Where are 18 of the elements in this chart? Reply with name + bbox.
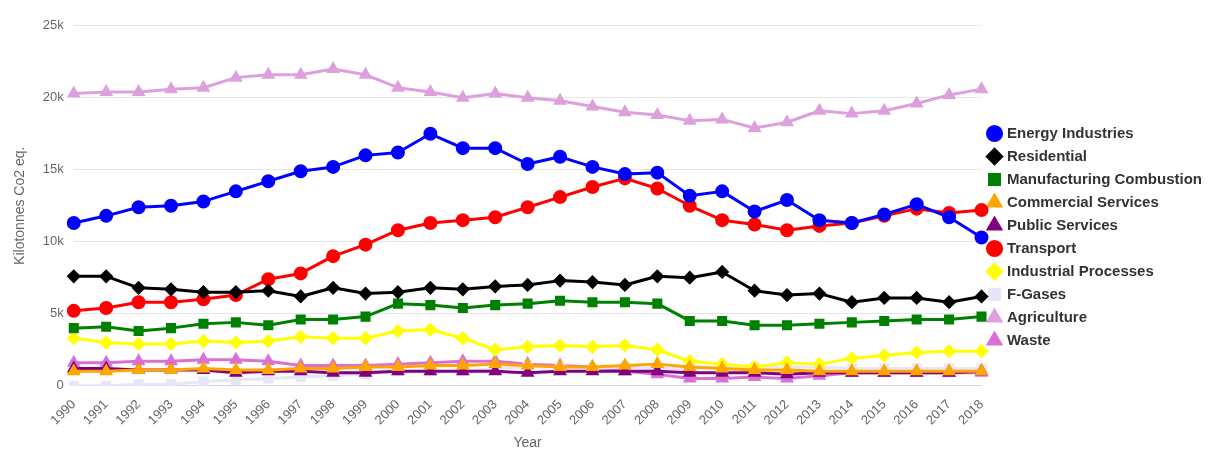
- legend-label: Residential: [1007, 146, 1088, 164]
- y-tick-label: 25k: [42, 17, 65, 33]
- y-tick-label: 10k: [42, 233, 65, 249]
- x-axis-title: Year: [513, 434, 543, 451]
- legend-label: Energy Industries: [1007, 123, 1134, 141]
- y-axis-title: Kilotonnes Co2 eq.: [11, 146, 28, 265]
- legend-label: F-Gases: [1007, 284, 1067, 302]
- y-tick-label: 15k: [42, 161, 65, 177]
- legend-label: Agriculture: [1007, 307, 1088, 325]
- legend-label: Waste: [1007, 330, 1051, 348]
- y-tick-label: 0: [56, 377, 64, 393]
- y-tick-label: 20k: [42, 89, 65, 105]
- y-tick-label: 5k: [50, 305, 65, 321]
- legend-label: Commercial Services: [1007, 192, 1159, 210]
- legend-label: Industrial Processes: [1007, 261, 1154, 279]
- legend-label: Public Services: [1007, 215, 1118, 233]
- legend-label: Transport: [1007, 238, 1077, 256]
- legend-label: Manufacturing Combustion: [1007, 169, 1203, 187]
